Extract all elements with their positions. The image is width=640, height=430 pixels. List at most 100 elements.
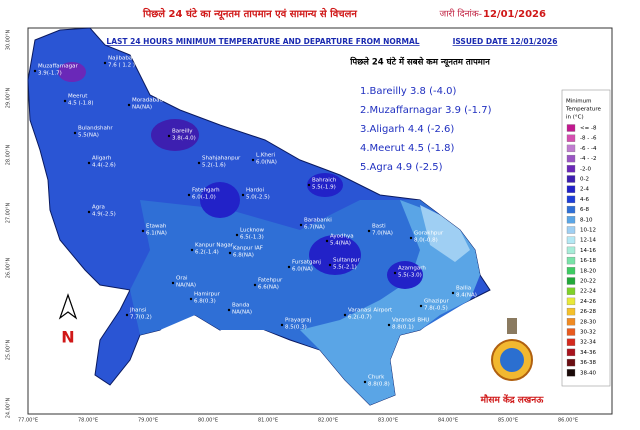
- title-english: LAST 24 HOURS MINIMUM TEMPERATURE AND DE…: [106, 37, 419, 46]
- station-dot: [241, 193, 245, 197]
- latitude-label: 26.00°N: [6, 257, 12, 278]
- legend-swatch: [566, 369, 576, 377]
- legend-label: 26-28: [580, 309, 596, 315]
- legend-swatch: [566, 277, 576, 285]
- legend-swatch: [566, 216, 576, 224]
- lowest-heading: पिछले 24 घंटे में सबसे कम न्यूनतम तापमान: [349, 57, 491, 68]
- legend-swatch: [566, 297, 576, 306]
- warmest-zone: [420, 205, 470, 262]
- latitude-label: 28.00°N: [6, 144, 12, 165]
- station-name: Bulandshahr: [78, 126, 113, 132]
- legend-label: 36-38: [580, 360, 596, 366]
- station-dot: [393, 271, 397, 275]
- legend-swatch: [566, 338, 576, 346]
- station-value: 5.5(-1.9): [312, 185, 336, 191]
- cold-pocket: [200, 182, 240, 218]
- longitude-label: 83.00°E: [378, 418, 398, 424]
- station-name: Prayagraj: [285, 318, 312, 324]
- station-dot: [307, 183, 311, 187]
- legend-label: 18-20: [580, 268, 596, 274]
- station-value: 6.0(-1.0): [192, 195, 216, 201]
- lowest-item: 5.Agra 4.9 (-2.5): [360, 162, 443, 173]
- legend-swatch: [566, 175, 576, 183]
- station-value: 4.5 (-1.8): [68, 101, 94, 107]
- station-dot: [127, 103, 131, 107]
- station-name: Meerut: [68, 94, 88, 100]
- station-value: 8.8(0.8): [368, 382, 390, 388]
- station-value: 5.5(-2.1): [333, 265, 357, 271]
- station-dot: [189, 297, 193, 301]
- station-value: 7.7(0.2): [130, 315, 152, 321]
- station-dot: [367, 229, 371, 233]
- longitude-label: 77.00°E: [18, 418, 38, 424]
- station-name: Muzaffarnagar: [38, 64, 79, 70]
- station-name: Jhansi: [129, 308, 147, 314]
- station-dot: [280, 323, 284, 327]
- legend-label: 0-2: [580, 177, 589, 183]
- station-dot: [235, 233, 239, 237]
- latitude-label: 30.00°N: [6, 29, 12, 50]
- issued-english: ISSUED DATE 12/01/2026: [453, 37, 558, 46]
- legend-swatch: [566, 328, 576, 336]
- station-value: 4.9(-2.5): [92, 212, 116, 218]
- legend-label: 34-36: [580, 350, 596, 356]
- station-name: Azamgarh: [398, 266, 426, 272]
- station-value: 6.0(NA): [256, 160, 277, 166]
- cold-pocket: [151, 119, 199, 151]
- station-value: 5.2(-1.6): [202, 163, 226, 169]
- station-name: Fursatganj: [292, 260, 321, 266]
- legend-label: 10-12: [580, 228, 596, 234]
- station-value: 4.4(-2.6): [92, 163, 116, 169]
- legend-swatch: [566, 205, 576, 214]
- legend-swatch: [566, 287, 576, 295]
- legend-label: 20-22: [580, 279, 596, 285]
- station-name: Shahjahanpur: [202, 156, 241, 162]
- station-value: 8.8(0.1): [392, 325, 414, 331]
- station-dot: [387, 323, 391, 327]
- lowest-item: 3.Aligarh 4.4 (-2.6): [360, 124, 454, 135]
- station-value: 6.2(-0.7): [348, 315, 372, 321]
- station-dot: [343, 313, 347, 317]
- station-dot: [187, 193, 191, 197]
- legend-label: 4-6: [580, 197, 589, 203]
- legend-label: 30-32: [580, 330, 596, 336]
- latitude-label: 29.00°N: [6, 87, 12, 108]
- station-dot: [409, 236, 413, 240]
- station-value: NA(NA): [176, 283, 196, 289]
- station-dot: [419, 304, 423, 308]
- legend-swatch: [566, 246, 576, 255]
- station-name: Kanpur IAF: [233, 246, 263, 252]
- station-dot: [253, 283, 257, 287]
- title-hindi: पिछले 24 घंटे का न्यूनतम तापमान एवं सामा…: [142, 7, 357, 21]
- issued-label: जारी दिनांक-: [440, 8, 482, 20]
- station-value: 6.0(NA): [292, 267, 313, 273]
- longitude-label: 81.00°E: [258, 418, 278, 424]
- station-name: Gorakhpur: [414, 231, 444, 237]
- station-dot: [87, 161, 91, 165]
- station-name: Churk: [368, 375, 385, 381]
- station-dot: [228, 251, 232, 255]
- legend-swatch: [566, 358, 576, 367]
- station-name: Hamirpur: [194, 292, 221, 298]
- latitude-label: 24.00°N: [6, 397, 12, 418]
- legend-label: 24-26: [580, 299, 596, 305]
- lowest-item: 1.Bareilly 3.8 (-4.0): [360, 86, 457, 97]
- legend-swatch: [566, 165, 576, 173]
- station-value: 8.4(NA): [456, 293, 477, 299]
- legend-swatch: [566, 236, 576, 244]
- station-dot: [141, 229, 145, 233]
- station-value: 6.7(NA): [304, 225, 325, 231]
- station-name: L.Kheri: [256, 153, 276, 159]
- legend-label: -4 - -2: [580, 156, 596, 162]
- cold-pocket: [309, 235, 361, 275]
- legend-swatch: [566, 154, 576, 163]
- station-dot: [33, 69, 37, 73]
- legend-swatch: [566, 134, 576, 142]
- legend-swatch: [566, 318, 576, 326]
- station-value: 6.1(NA): [146, 231, 167, 237]
- legend-swatch: [566, 267, 576, 275]
- lowest-item: 2.Muzaffarnagar 3.9 (-1.7): [360, 105, 492, 116]
- station-value: 6.5(-1.3): [240, 235, 264, 241]
- legend-swatch: [566, 256, 576, 265]
- legend-label: -6 - -4: [580, 146, 597, 152]
